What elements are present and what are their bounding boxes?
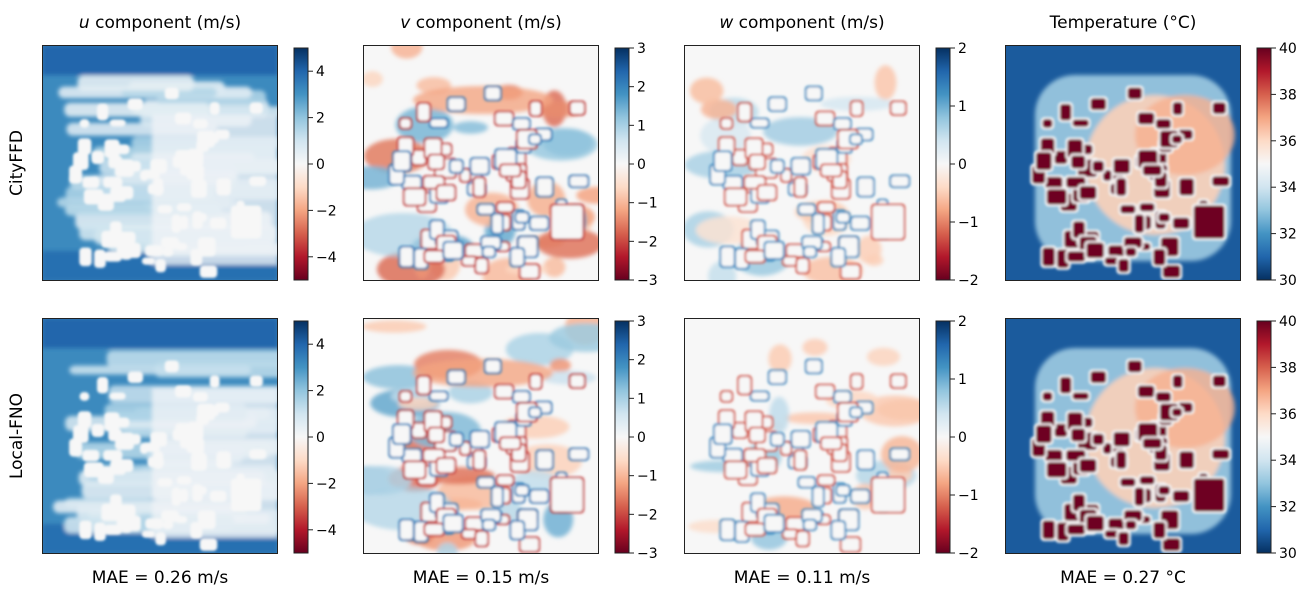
colorbar-tick-label: −1 xyxy=(637,196,658,212)
colorbar-1-1: 3 2 1 0 −1 −2 −3 xyxy=(614,314,658,562)
row-label-1: Local-FNO xyxy=(7,393,27,479)
colorbar-tick-label: 0 xyxy=(958,430,967,446)
colorbar-tick-label: 3 xyxy=(637,41,646,57)
panel-frame xyxy=(42,318,278,554)
colorbar-tick-label: 36 xyxy=(1279,134,1297,150)
colorbar-tick-label: −2 xyxy=(958,273,979,289)
colorbar-tick-label: 0 xyxy=(316,430,325,446)
heatmap-panel-0-1 xyxy=(363,45,599,281)
colorbar-0-0: 4 2 0 −2 −4 xyxy=(293,47,337,281)
mae-labels: MAE = 0.26 m/s MAE = 0.15 m/s MAE = 0.11 m… xyxy=(92,568,1186,588)
heatmap-panel-1-1 xyxy=(363,318,599,554)
colorbar-tick-label: 2 xyxy=(316,384,325,400)
colorbar-tick-label: 1 xyxy=(958,372,967,388)
colorbar-tick-label: 0 xyxy=(958,157,967,173)
heatmap-panel-1-0 xyxy=(42,318,278,554)
colorbar-tick-label: 0 xyxy=(637,157,646,173)
colorbar-tick-label: −4 xyxy=(316,523,337,539)
colorbar-1-2: 2 1 0 −1 −2 xyxy=(935,314,979,562)
heatmap-panels xyxy=(42,45,1241,554)
panel-frame xyxy=(363,318,599,554)
column-title-2: w component (m/s) xyxy=(719,13,884,33)
colorbar-tick-label: 36 xyxy=(1279,407,1297,423)
colorbar-tick-label: 1 xyxy=(958,99,967,115)
panel-frame xyxy=(42,45,278,281)
colorbar-tick-label: 40 xyxy=(1279,41,1297,57)
colorbar-tick-label: 3 xyxy=(637,314,646,330)
panel-frame xyxy=(1005,318,1241,554)
panel-frame xyxy=(684,318,920,554)
heatmap-panel-1-2 xyxy=(684,318,920,554)
row-labels: CityFFD Local-FNO xyxy=(7,130,27,479)
colorbar-tick-label: 32 xyxy=(1279,227,1297,243)
colorbar-tick-label: −2 xyxy=(958,546,979,562)
column-title-1: v component (m/s) xyxy=(400,13,561,33)
mae-label-3: MAE = 0.27 °C xyxy=(1060,568,1186,588)
colorbar-tick-label: 30 xyxy=(1279,546,1297,562)
colorbar-tick-label: −1 xyxy=(958,488,979,504)
colorbar-tick-label: 34 xyxy=(1279,180,1297,196)
heatmap-panel-1-3 xyxy=(1005,318,1241,554)
colorbar-tick-label: −2 xyxy=(637,234,658,250)
colorbar-1-3: 40 38 36 34 32 30 xyxy=(1256,314,1297,562)
column-title-0: u component (m/s) xyxy=(79,13,241,33)
colorbar-tick-label: −2 xyxy=(316,203,337,219)
mae-label-1: MAE = 0.15 m/s xyxy=(413,568,550,588)
colorbar-0-3: 40 38 36 34 32 30 xyxy=(1256,41,1297,289)
colorbar-tick-label: 4 xyxy=(316,64,325,80)
colorbar-tick-label: −4 xyxy=(316,250,337,266)
colorbar-tick-label: 32 xyxy=(1279,500,1297,516)
colorbar-tick-label: 1 xyxy=(637,391,646,407)
colorbar-tick-label: 30 xyxy=(1279,273,1297,289)
colorbar-tick-label: 38 xyxy=(1279,87,1297,103)
colorbar-tick-label: 38 xyxy=(1279,360,1297,376)
colorbar-tick-label: 2 xyxy=(637,353,646,369)
panel-frame xyxy=(1005,45,1241,281)
row-label-0: CityFFD xyxy=(7,130,27,196)
colorbar-1-0: 4 2 0 −2 −4 xyxy=(293,320,337,554)
colorbar-tick-label: 0 xyxy=(637,430,646,446)
colorbar-tick-label: 2 xyxy=(316,111,325,127)
panel-frame xyxy=(684,45,920,281)
heatmap-panel-0-0 xyxy=(42,45,278,281)
colorbar-tick-label: −1 xyxy=(958,215,979,231)
colorbar-tick-label: 2 xyxy=(958,314,967,330)
colorbar-tick-label: −3 xyxy=(637,546,658,562)
column-title-3: Temperature (°C) xyxy=(1049,13,1197,33)
colorbar-0-1: 3 2 1 0 −1 −2 −3 xyxy=(614,41,658,289)
colorbar-tick-label: 1 xyxy=(637,118,646,134)
colorbar-tick-label: −1 xyxy=(637,469,658,485)
colorbar-tick-label: −2 xyxy=(637,507,658,523)
colorbar-tick-label: −3 xyxy=(637,273,658,289)
colorbar-tick-label: 2 xyxy=(637,80,646,96)
panel-frame xyxy=(363,45,599,281)
colorbar-0-2: 2 1 0 −1 −2 xyxy=(935,41,979,289)
colorbar-tick-label: 2 xyxy=(958,41,967,57)
heatmap-panel-0-3 xyxy=(1005,45,1241,281)
colorbar-tick-label: −2 xyxy=(316,476,337,492)
colorbar-tick-label: 4 xyxy=(316,337,325,353)
colorbars: 420−2−4420−2−43210−1−2−33210−1−2−3210−1−… xyxy=(293,41,1297,562)
heatmap-panel-0-2 xyxy=(684,45,920,281)
mae-label-0: MAE = 0.26 m/s xyxy=(92,568,229,588)
mae-label-2: MAE = 0.11 m/s xyxy=(734,568,871,588)
colorbar-tick-label: 0 xyxy=(316,157,325,173)
colorbar-tick-label: 34 xyxy=(1279,453,1297,469)
column-titles: u component (m/s) v component (m/s) w comp… xyxy=(79,13,1196,33)
colorbar-tick-label: 40 xyxy=(1279,314,1297,330)
